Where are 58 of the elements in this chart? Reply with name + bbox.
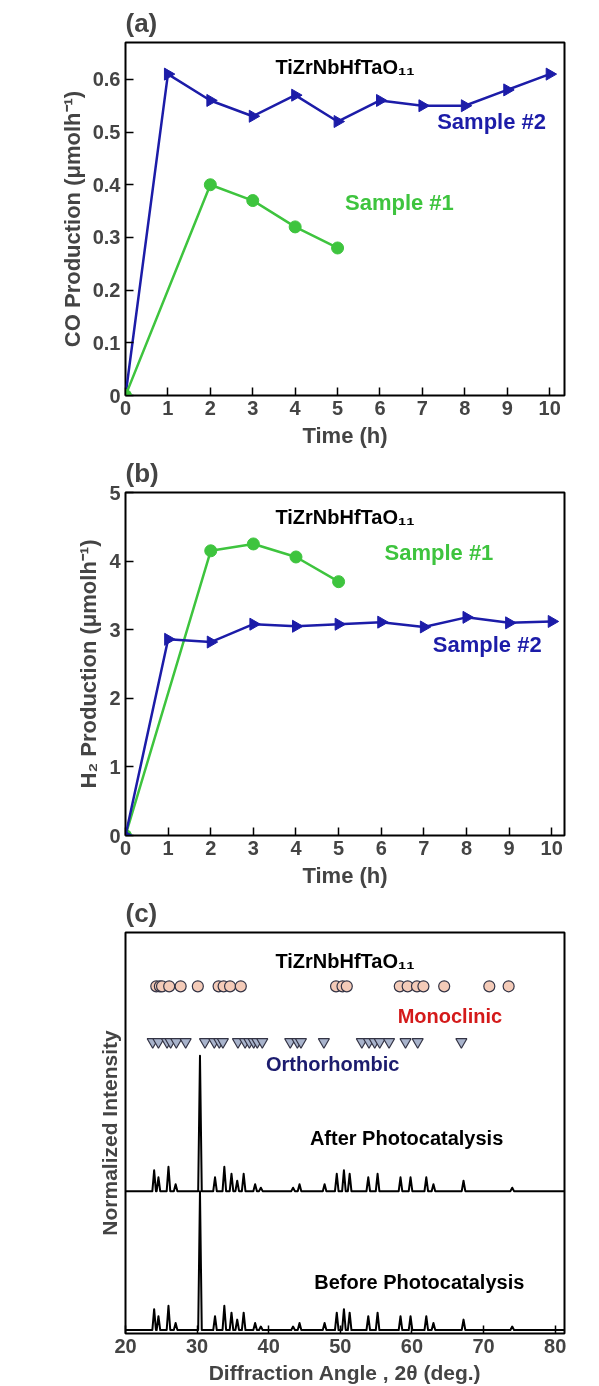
x-tick-label: 1 <box>162 836 174 859</box>
x-tick-label: 40 <box>257 1334 280 1357</box>
series-label: Before Photocatalysis <box>314 1271 525 1294</box>
y-tick-label: 0.1 <box>92 331 121 354</box>
x-tick-label: 50 <box>329 1334 352 1357</box>
x-tick-label: 10 <box>540 836 563 859</box>
x-axis-title: Time (h) <box>302 422 388 448</box>
chart-title: (b) <box>125 457 159 488</box>
chart-title: (c) <box>125 897 158 928</box>
y-axis-title: CO Production (μmolh⁻¹) <box>59 90 85 348</box>
y-tick-label: 3 <box>109 618 121 641</box>
x-tick-label: 80 <box>544 1334 567 1357</box>
y-tick-label: 0.5 <box>92 121 121 144</box>
annotation: TiZrNbHfTaO₁₁ <box>275 505 415 528</box>
y-tick-label: 0.2 <box>92 279 121 302</box>
x-tick-label: 2 <box>204 396 216 419</box>
series-label: Sample #1 <box>345 190 454 216</box>
y-tick-label: 0.3 <box>92 226 121 249</box>
x-tick-label: 10 <box>538 396 561 419</box>
x-tick-label: 30 <box>185 1334 209 1357</box>
x-tick-label: 9 <box>503 836 515 859</box>
x-tick-label: 7 <box>416 396 428 419</box>
x-tick-label: 3 <box>247 836 259 859</box>
y-axis-title: H₂ Production (μmolh⁻¹) <box>76 539 102 789</box>
y-tick-label: 1 <box>109 755 121 778</box>
x-tick-label: 9 <box>501 396 513 419</box>
y-axis-title: Normalized Intensity <box>97 1029 121 1236</box>
series-label: Sample #1 <box>384 539 494 565</box>
y-tick-label: 0.4 <box>92 173 122 196</box>
y-tick-label: 4 <box>109 550 122 573</box>
x-tick-label: 3 <box>247 396 259 419</box>
text: TiZrNbHfTaO₁₁ <box>275 949 415 972</box>
x-tick-label: 1 <box>162 396 174 419</box>
y-tick-label: 2 <box>109 687 121 710</box>
series-label: Sample #2 <box>432 632 542 658</box>
series-label: Monoclinic <box>397 1004 503 1027</box>
x-tick-label: 6 <box>374 396 386 419</box>
chart-title: (a) <box>125 7 158 38</box>
series-label: Sample #2 <box>437 109 547 135</box>
series-label: Orthorhombic <box>265 1052 400 1075</box>
x-tick-label: 4 <box>289 396 302 419</box>
x-axis-title: Diffraction Angle , 2θ (deg.) <box>208 1360 481 1384</box>
series-label: After Photocatalysis <box>309 1127 504 1150</box>
x-tick-label: 5 <box>333 836 345 859</box>
x-tick-label: 70 <box>472 1334 495 1357</box>
x-tick-label: 5 <box>332 396 344 419</box>
y-tick-label: 0.6 <box>92 68 121 91</box>
x-axis-title: Time (h) <box>302 862 388 888</box>
x-tick-label: 4 <box>290 836 303 859</box>
x-tick-label: 20 <box>114 1334 137 1357</box>
x-tick-label: 2 <box>205 836 217 859</box>
x-tick-label: 8 <box>459 396 471 419</box>
x-tick-label: 6 <box>375 836 387 859</box>
x-tick-label: 7 <box>418 836 430 859</box>
annotation: TiZrNbHfTaO₁₁ <box>275 56 415 79</box>
y-tick-label: 5 <box>109 481 121 504</box>
x-tick-label: 8 <box>460 836 473 859</box>
x-tick-label: 60 <box>400 1334 424 1357</box>
